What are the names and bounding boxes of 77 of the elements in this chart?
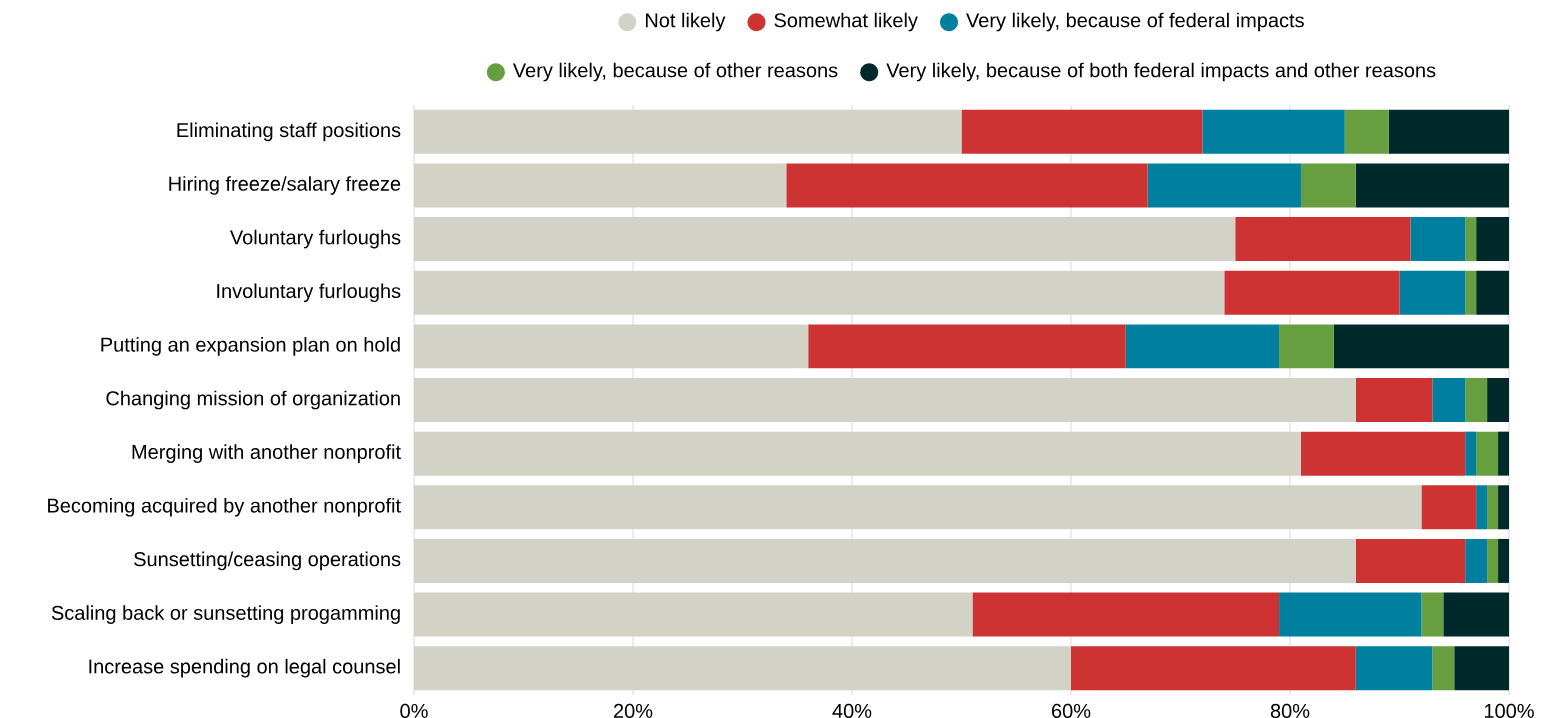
y-tick-label: Becoming acquired by another nonprofit <box>48 497 401 517</box>
x-tick-label: 60% <box>1052 703 1091 718</box>
bar <box>414 163 787 208</box>
bar <box>1432 646 1455 691</box>
bar <box>1465 431 1477 476</box>
bar <box>1465 538 1488 583</box>
bar <box>1465 217 1477 262</box>
bar <box>1300 163 1356 208</box>
bar <box>414 109 962 154</box>
legend-label: Very likely, because of both federal impacts and other reasons <box>886 62 1436 82</box>
bar <box>1498 485 1510 530</box>
legend-label: Very likely, because of federal impacts <box>966 12 1304 32</box>
bar <box>1498 431 1510 476</box>
legend-label: Not likely <box>645 12 726 32</box>
y-tick-label: Sunsetting/ceasing operations <box>134 551 401 571</box>
y-tick-label: Changing mission of organization <box>106 390 400 410</box>
y-tick-label: Scaling back or sunsetting progamming <box>51 605 400 624</box>
bar <box>1147 163 1301 208</box>
bar <box>1300 431 1466 476</box>
bar <box>1399 270 1466 315</box>
x-tick-label: 20% <box>613 703 653 718</box>
bar <box>1388 109 1510 154</box>
y-tick-label: Involuntary furloughs <box>217 283 401 303</box>
bar <box>1224 270 1400 315</box>
bar <box>786 163 1148 208</box>
y-tick-label: Eliminating staff positions <box>177 122 401 142</box>
bar <box>414 378 1356 422</box>
bar <box>1476 485 1488 530</box>
bar <box>414 431 1301 476</box>
bar <box>414 270 1225 315</box>
bar <box>414 217 1236 262</box>
bar <box>1487 378 1510 422</box>
bar <box>414 646 1072 691</box>
bar <box>961 109 1203 154</box>
bar <box>1465 378 1488 422</box>
legend-label: Very likely, because of other reasons <box>512 62 838 82</box>
bar <box>414 538 1356 583</box>
x-tick-label: 0% <box>400 703 428 718</box>
bar <box>1071 646 1356 691</box>
x-tick-label: 80% <box>1270 703 1310 718</box>
bar <box>414 592 973 637</box>
x-tick-label: 40% <box>832 703 872 718</box>
bar <box>1202 109 1345 154</box>
bar <box>1443 592 1510 637</box>
bar <box>1125 324 1280 369</box>
bar <box>1355 646 1433 691</box>
bar <box>1465 270 1477 315</box>
y-tick-label: Hiring freeze/salary freeze <box>169 176 401 195</box>
bar <box>414 324 809 369</box>
bar <box>1235 217 1411 262</box>
x-tick-label: 100% <box>1484 703 1534 718</box>
bar <box>1355 538 1466 583</box>
bar <box>1421 485 1477 530</box>
bar <box>1498 538 1510 583</box>
bar <box>1421 592 1444 637</box>
bar <box>1476 270 1510 315</box>
bar <box>1344 109 1389 154</box>
bar <box>1279 592 1422 637</box>
bar <box>1476 431 1499 476</box>
bar <box>1487 485 1499 530</box>
bar <box>1476 217 1510 262</box>
bar <box>1454 646 1510 691</box>
bar <box>972 592 1280 637</box>
y-tick-label: Putting an expansion plan on hold <box>101 337 400 356</box>
bar <box>1432 378 1466 422</box>
bar <box>808 324 1126 369</box>
y-tick-label: Merging with another nonprofit <box>132 444 401 463</box>
bar <box>414 485 1422 530</box>
legend-label: Somewhat likely <box>774 12 918 32</box>
y-tick-label: Voluntary furloughs <box>230 229 401 249</box>
y-tick-label: Increase spending on legal counsel <box>89 658 400 678</box>
bar <box>1279 324 1334 369</box>
bar <box>1355 378 1433 422</box>
bar <box>1487 538 1499 583</box>
bar <box>1355 163 1510 208</box>
bar <box>1333 324 1510 369</box>
bar <box>1410 217 1466 262</box>
